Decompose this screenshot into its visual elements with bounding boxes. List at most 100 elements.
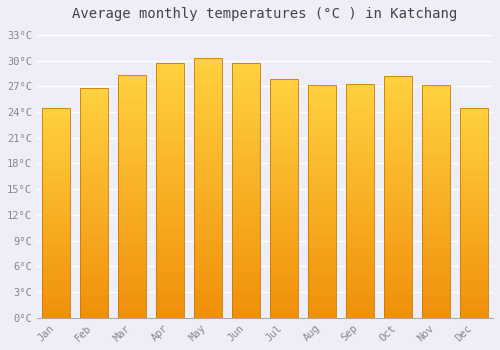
Bar: [80, 217, 108, 221]
Bar: [42, 158, 70, 162]
Bar: [194, 292, 222, 297]
Bar: [384, 187, 412, 192]
Bar: [194, 162, 222, 167]
Bar: [118, 128, 146, 133]
Bar: [194, 177, 222, 183]
Bar: [194, 261, 222, 266]
Bar: [42, 162, 70, 167]
Title: Average monthly temperatures (°C ) in Katchang: Average monthly temperatures (°C ) in Ka…: [72, 7, 458, 21]
Bar: [270, 308, 298, 313]
Bar: [194, 250, 222, 256]
Bar: [42, 188, 70, 192]
Bar: [80, 286, 108, 290]
Bar: [460, 146, 488, 150]
Bar: [42, 146, 70, 150]
Bar: [346, 103, 374, 107]
Bar: [42, 267, 70, 272]
Bar: [384, 120, 412, 124]
Bar: [384, 216, 412, 221]
Bar: [346, 168, 374, 173]
Bar: [384, 245, 412, 250]
Bar: [118, 235, 146, 240]
Bar: [194, 209, 222, 214]
Bar: [384, 115, 412, 120]
Bar: [194, 136, 222, 141]
Bar: [422, 85, 450, 318]
Bar: [384, 236, 412, 240]
Bar: [422, 244, 450, 248]
Bar: [384, 313, 412, 318]
Bar: [384, 299, 412, 303]
Bar: [346, 238, 374, 243]
Bar: [460, 108, 488, 112]
Bar: [460, 158, 488, 162]
Bar: [80, 148, 108, 152]
Bar: [384, 211, 412, 216]
Bar: [42, 125, 70, 129]
Bar: [156, 84, 184, 89]
Bar: [118, 303, 146, 308]
Bar: [232, 313, 260, 318]
Bar: [308, 155, 336, 159]
Bar: [460, 301, 488, 305]
Bar: [346, 98, 374, 103]
Bar: [42, 154, 70, 158]
Bar: [270, 299, 298, 303]
Bar: [346, 117, 374, 121]
Bar: [118, 182, 146, 187]
Bar: [118, 294, 146, 299]
Bar: [118, 138, 146, 143]
Bar: [422, 290, 450, 295]
Bar: [346, 262, 374, 266]
Bar: [118, 192, 146, 196]
Bar: [460, 108, 488, 318]
Bar: [422, 127, 450, 132]
Bar: [194, 63, 222, 68]
Bar: [384, 226, 412, 231]
Bar: [42, 171, 70, 175]
Bar: [346, 149, 374, 154]
Bar: [118, 75, 146, 80]
Bar: [80, 263, 108, 267]
Bar: [80, 116, 108, 120]
Bar: [460, 116, 488, 120]
Bar: [156, 155, 184, 160]
Bar: [232, 63, 260, 68]
Bar: [42, 150, 70, 154]
Bar: [346, 280, 374, 285]
Bar: [118, 299, 146, 303]
Bar: [422, 113, 450, 118]
Bar: [270, 284, 298, 289]
Bar: [346, 229, 374, 233]
Bar: [346, 290, 374, 294]
Bar: [194, 230, 222, 235]
Bar: [460, 129, 488, 133]
Bar: [232, 303, 260, 308]
Bar: [118, 148, 146, 153]
Bar: [308, 220, 336, 225]
Bar: [422, 90, 450, 95]
Bar: [194, 204, 222, 209]
Bar: [384, 197, 412, 202]
Bar: [232, 68, 260, 74]
Bar: [80, 162, 108, 166]
Bar: [232, 114, 260, 119]
Bar: [308, 89, 336, 94]
Bar: [346, 294, 374, 299]
Bar: [156, 231, 184, 236]
Bar: [80, 171, 108, 175]
Bar: [346, 224, 374, 229]
Bar: [308, 304, 336, 309]
Bar: [118, 119, 146, 124]
Bar: [384, 76, 412, 318]
Bar: [80, 88, 108, 93]
Bar: [232, 63, 260, 318]
Bar: [156, 282, 184, 287]
Bar: [270, 141, 298, 146]
Bar: [232, 190, 260, 196]
Bar: [308, 299, 336, 304]
Bar: [118, 269, 146, 274]
Bar: [80, 309, 108, 313]
Bar: [308, 117, 336, 122]
Bar: [42, 196, 70, 200]
